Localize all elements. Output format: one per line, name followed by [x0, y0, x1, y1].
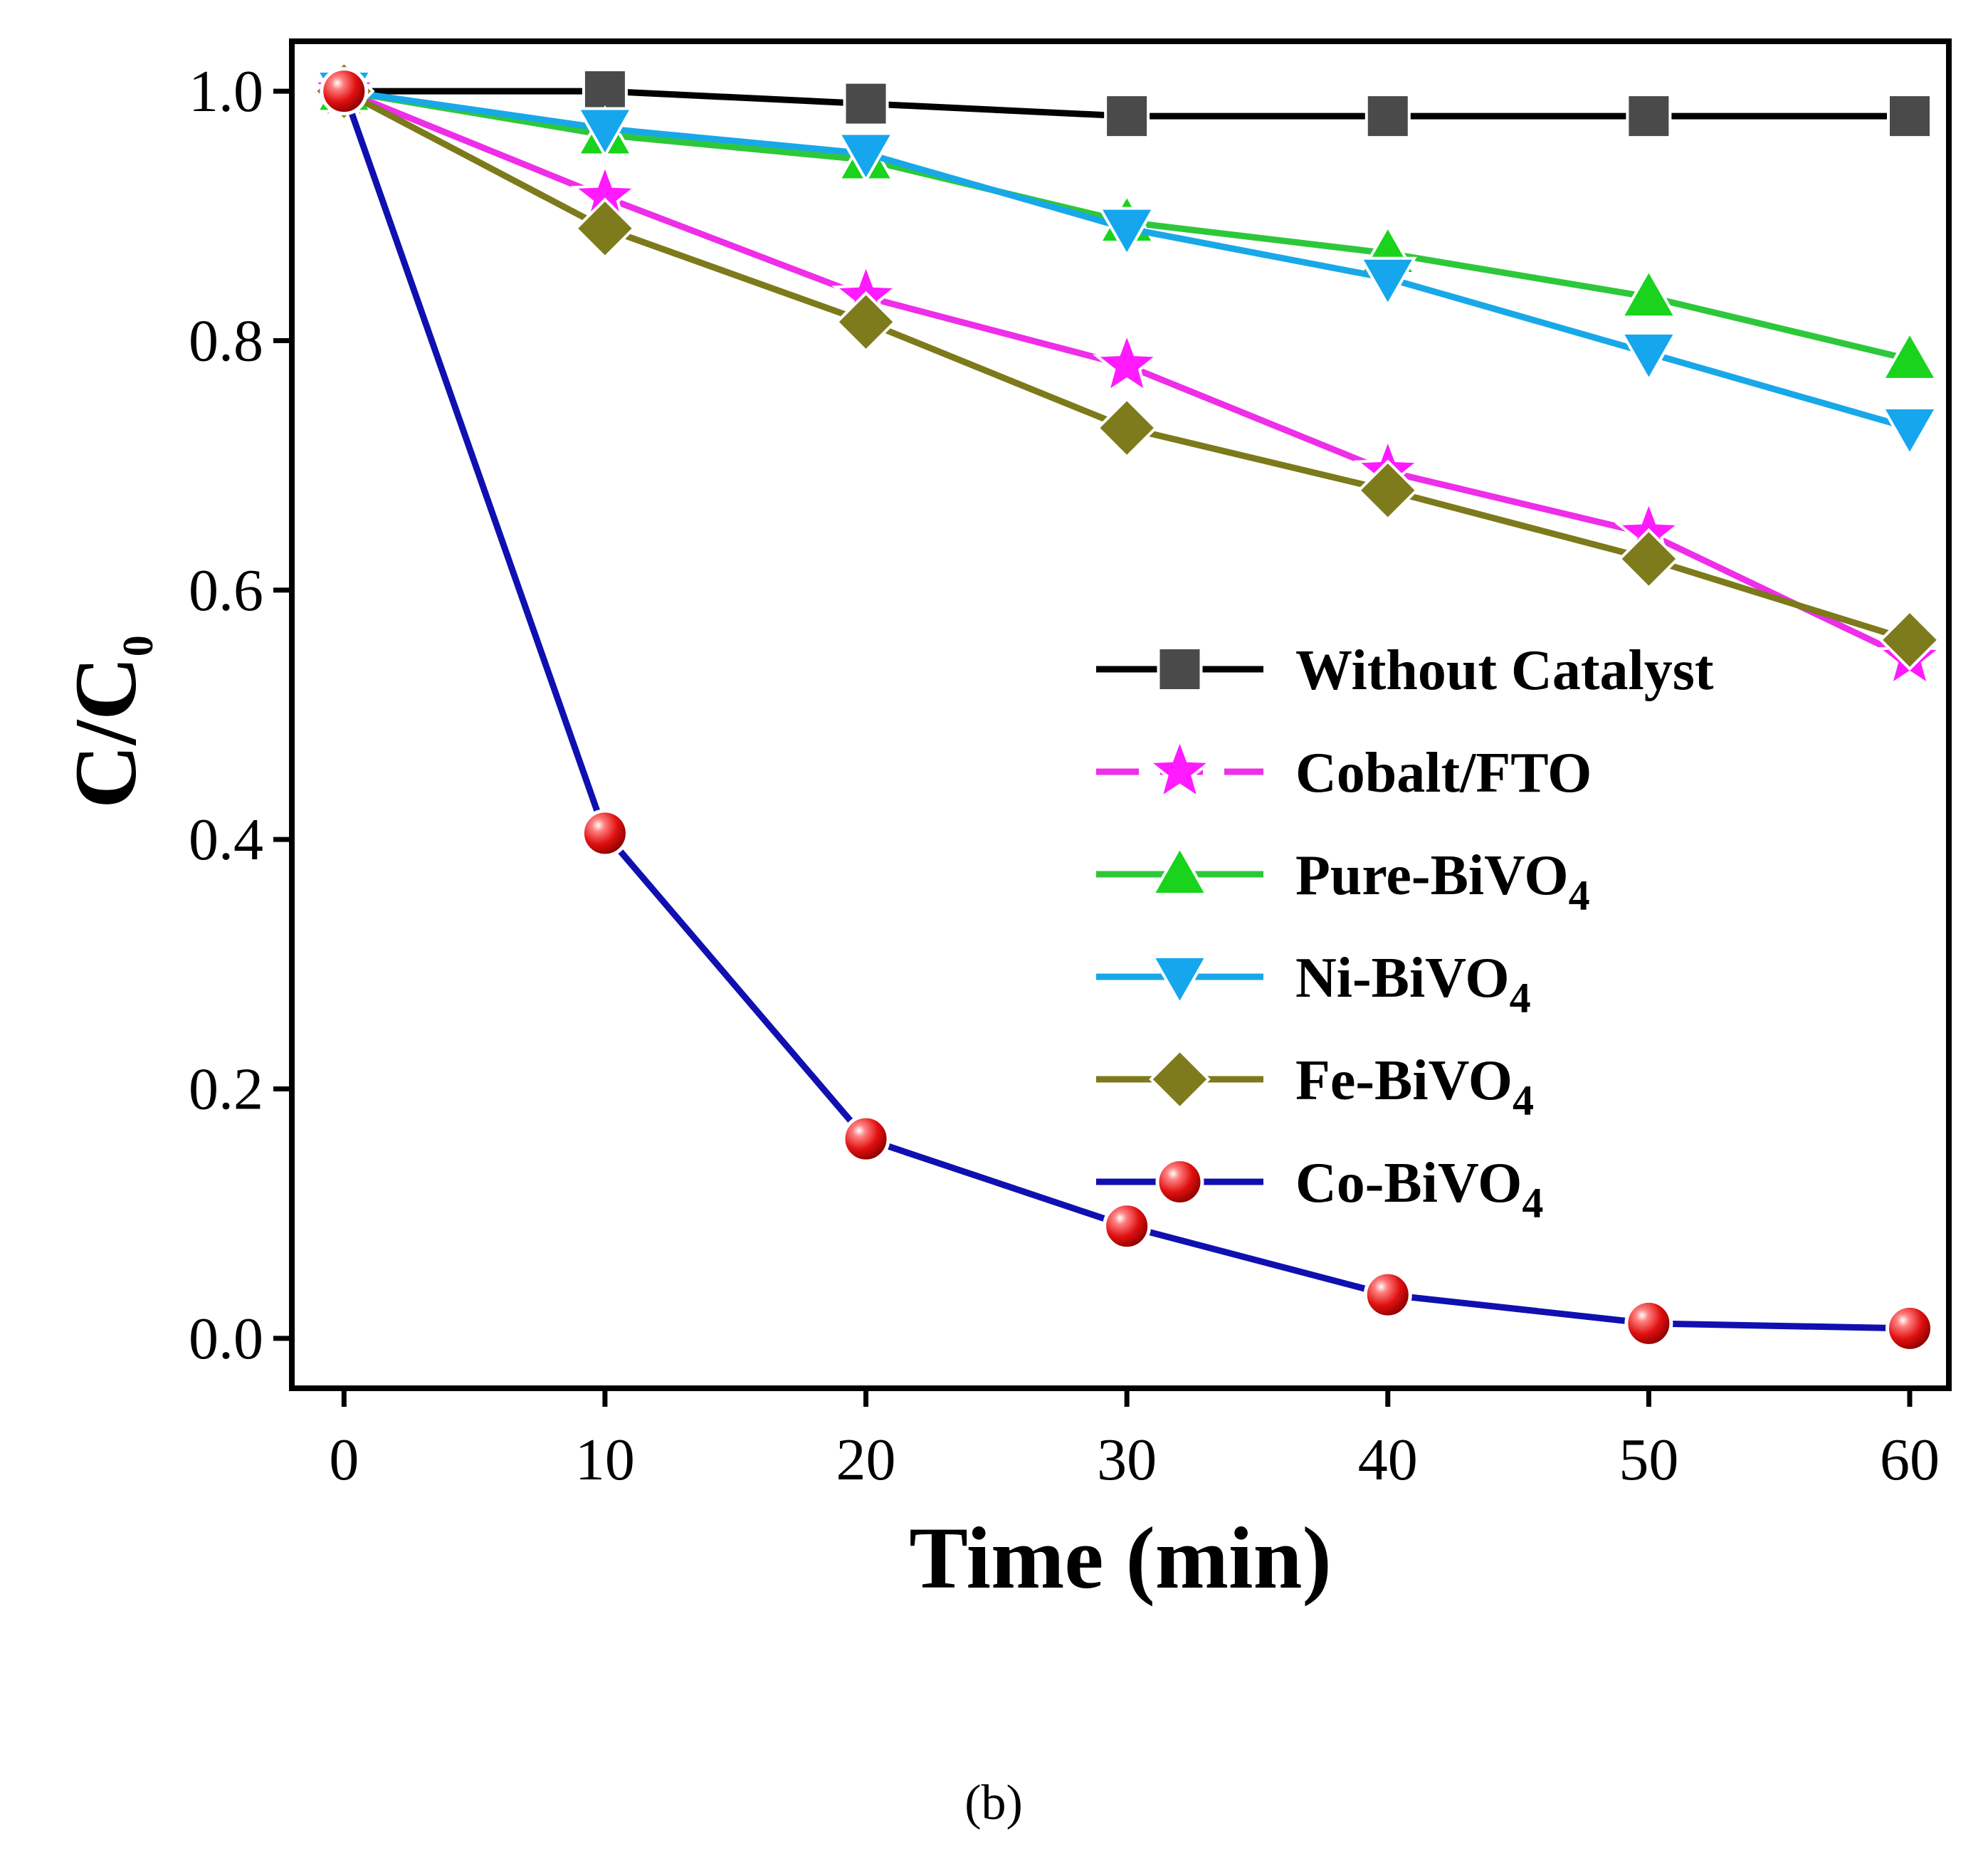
series-1	[310, 55, 1945, 688]
data-point	[836, 132, 895, 184]
data-point	[575, 107, 634, 159]
y-tick-label: 0.4	[189, 807, 263, 873]
data-point	[1881, 406, 1939, 458]
y-tick-label: 0.2	[189, 1057, 263, 1123]
y-tick-label: 0.0	[189, 1306, 263, 1372]
data-point	[843, 80, 889, 127]
y-axis: 0.0 0.2 0.4 0.6 0.8 1.0	[189, 58, 292, 1372]
series-line	[341, 90, 1910, 1332]
data-point	[1887, 93, 1933, 140]
series-4	[312, 60, 1941, 671]
y-axis-title-sub: 0	[115, 635, 162, 656]
legend-marker	[1157, 646, 1203, 692]
data-point	[1092, 329, 1162, 395]
data-point	[835, 290, 897, 353]
legend-label-main: Without Catalyst	[1295, 639, 1714, 702]
data-point	[1095, 397, 1158, 459]
legend-label: Cobalt/FTO	[1295, 742, 1592, 804]
legend-label-sub: 4	[1522, 1180, 1543, 1227]
legend-label-sub: 4	[1510, 975, 1531, 1022]
data-point	[1104, 93, 1150, 140]
legend-label-main: Ni-BiVO	[1295, 947, 1510, 1010]
legend-item: Cobalt/FTO	[1096, 735, 1592, 804]
legend: Without CatalystCobalt/FTOPure-BiVO4Ni-B…	[1096, 639, 1714, 1227]
y-axis-title-main: C/C	[57, 656, 154, 809]
data-point	[841, 1114, 890, 1163]
x-tick-label: 20	[836, 1427, 896, 1493]
y-tick-label: 0.8	[189, 308, 263, 374]
legend-marker	[1150, 955, 1209, 1007]
data-point	[1878, 609, 1941, 671]
data-point	[1624, 1299, 1673, 1348]
legend-marker	[1149, 1048, 1211, 1111]
legend-item: Pure-BiVO4	[1096, 844, 1590, 919]
legend-label-main: Fe-BiVO	[1295, 1049, 1513, 1112]
panel-label: (b)	[964, 1776, 1023, 1830]
data-point	[1363, 1270, 1412, 1319]
legend-item: Fe-BiVO4	[1096, 1048, 1534, 1124]
legend-label: Pure-BiVO4	[1295, 844, 1590, 919]
data-point	[1626, 93, 1672, 140]
data-point	[580, 809, 629, 858]
data-point	[1357, 459, 1419, 521]
series-5	[320, 67, 1935, 1353]
y-tick-label: 1.0	[189, 58, 263, 125]
legend-label-main: Co-BiVO	[1295, 1152, 1522, 1215]
x-tick-label: 30	[1097, 1427, 1157, 1493]
data-point	[1886, 1304, 1935, 1353]
legend-label-main: Pure-BiVO	[1295, 844, 1569, 907]
legend-label: Fe-BiVO4	[1295, 1049, 1534, 1124]
data-point	[1881, 330, 1939, 381]
data-point	[320, 67, 369, 116]
legend-marker	[1145, 735, 1214, 802]
plot-frame	[289, 38, 1952, 1391]
axes	[289, 38, 1952, 1391]
y-axis-title: C/C0	[57, 635, 162, 809]
x-tick-label: 0	[329, 1427, 359, 1493]
legend-item: Ni-BiVO4	[1096, 947, 1531, 1022]
legend-marker	[1150, 844, 1209, 896]
data-point	[1619, 331, 1678, 383]
legend-label-main: Cobalt/FTO	[1295, 742, 1592, 804]
x-axis-title: Time (min)	[909, 1509, 1332, 1607]
series-layer	[310, 55, 1945, 1353]
legend-marker	[1155, 1158, 1204, 1206]
legend-label-sub: 4	[1569, 872, 1590, 919]
x-tick-label: 50	[1619, 1427, 1678, 1493]
data-point	[1364, 93, 1411, 140]
data-point	[574, 197, 636, 260]
x-tick-label: 60	[1880, 1427, 1940, 1493]
legend-label: Without Catalyst	[1295, 639, 1714, 702]
x-tick-label: 40	[1358, 1427, 1418, 1493]
data-point	[1618, 528, 1680, 590]
legend-label: Co-BiVO4	[1295, 1152, 1543, 1227]
data-point	[1098, 206, 1157, 258]
data-point	[1358, 256, 1417, 308]
legend-label-sub: 4	[1513, 1077, 1534, 1124]
data-point	[1103, 1202, 1152, 1251]
x-tick-label: 10	[575, 1427, 635, 1493]
legend-item: Co-BiVO4	[1096, 1152, 1543, 1227]
legend-item: Without Catalyst	[1096, 639, 1714, 702]
x-axis: 0 10 20 30 40 50 60	[329, 1388, 1940, 1493]
legend-label: Ni-BiVO4	[1295, 947, 1531, 1022]
data-point	[1619, 267, 1678, 319]
y-tick-label: 0.6	[189, 557, 263, 624]
